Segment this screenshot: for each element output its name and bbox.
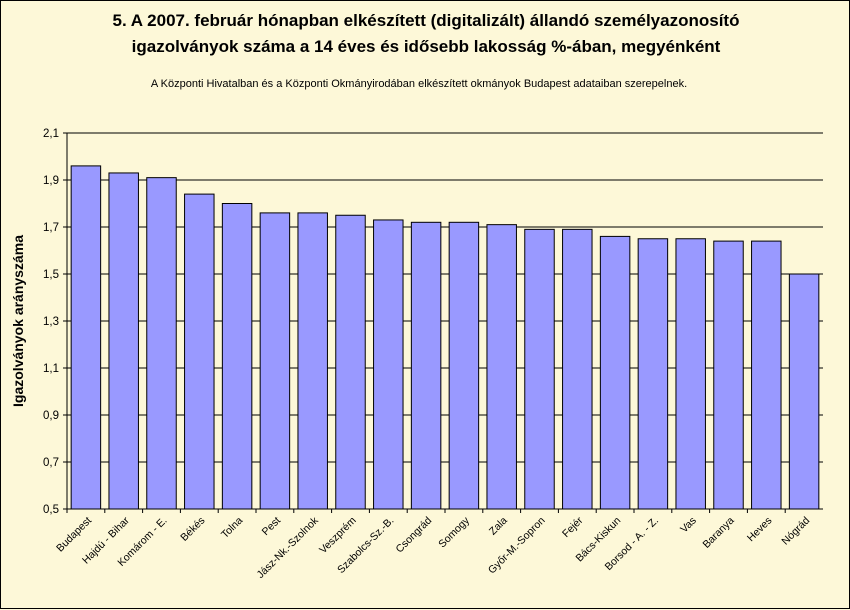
- y-tick-label: 1,5: [43, 269, 59, 281]
- y-tick-label: 0,9: [43, 410, 59, 422]
- y-tick-label: 1,7: [43, 222, 59, 234]
- bar: [410, 221, 442, 510]
- bar: [259, 212, 291, 510]
- x-tick-label: Pest: [260, 515, 283, 538]
- x-tick-label: Csongrád: [394, 515, 435, 556]
- x-tick-label: Somogy: [436, 514, 472, 550]
- y-tick-label: 0,7: [43, 457, 59, 469]
- bar: [675, 238, 706, 510]
- bar: [221, 203, 253, 510]
- y-tick-label: 2,1: [43, 128, 59, 140]
- bar: [751, 240, 782, 510]
- bar: [70, 165, 102, 510]
- bar: [108, 172, 139, 510]
- bar: [448, 221, 480, 510]
- y-tick-labels: 0,5 0,7 0,9 1,1 1,3 1,5 1,7 1,9 2,1: [43, 128, 59, 516]
- bar: [713, 240, 744, 510]
- bar: [184, 193, 215, 510]
- bar: [788, 273, 820, 510]
- bar: [146, 177, 177, 510]
- bar: [373, 219, 404, 510]
- x-tick-label: Fejér: [560, 514, 586, 540]
- bar: [524, 228, 555, 510]
- bar: [335, 214, 366, 510]
- chart-title-line1: 5. A 2007. február hónapban elkészített …: [113, 11, 740, 30]
- bar: [599, 235, 631, 510]
- bar: [486, 224, 517, 510]
- y-tick-label: 1,9: [43, 175, 59, 187]
- bars: [70, 165, 820, 510]
- chart-title-line2: igazolványok száma a 14 éves és idősebb …: [132, 37, 721, 56]
- gridlines: [63, 132, 823, 510]
- x-tick-label: Baranya: [700, 515, 736, 551]
- bar: [297, 212, 328, 510]
- y-tick-label: 1,1: [43, 363, 59, 375]
- x-tick-label: Zala: [487, 515, 510, 538]
- bar: [562, 228, 593, 510]
- y-tick-label: 1,3: [43, 316, 59, 328]
- bar: [637, 238, 669, 510]
- y-tick-label: 0,5: [43, 504, 59, 516]
- x-tick-label: Tolna: [219, 515, 245, 541]
- y-axis-label: Igazolványok arányszáma: [10, 235, 26, 407]
- x-tick-label: Heves: [745, 515, 775, 545]
- chart-subtitle: A Központi Hivatalban és a Központi Okmá…: [151, 78, 687, 90]
- x-tick-label: Nógrád: [779, 515, 812, 548]
- x-tick-label: Békés: [178, 515, 207, 544]
- x-tick-label: Vas: [678, 515, 699, 536]
